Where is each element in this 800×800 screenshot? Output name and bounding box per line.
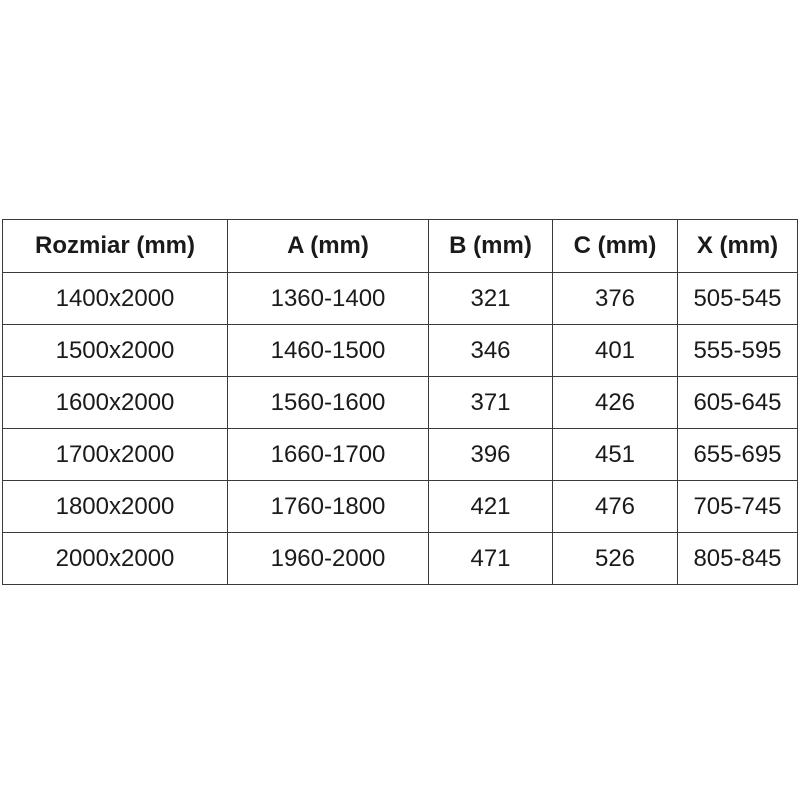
table-header: Rozmiar (mm) A (mm) B (mm) C (mm) X (mm) (2, 219, 798, 273)
table-cell: 605-645 (677, 376, 798, 429)
table-cell: 401 (552, 324, 678, 377)
table-cell: 1500x2000 (2, 324, 228, 377)
table-cell: 555-595 (677, 324, 798, 377)
table-cell: 471 (428, 532, 553, 585)
dimension-table-container: Rozmiar (mm) A (mm) B (mm) C (mm) X (mm) 140… (2, 219, 798, 585)
table-cell: 1700x2000 (2, 428, 228, 481)
table-cell: 1560-1600 (227, 376, 429, 429)
table-cell: 1660-1700 (227, 428, 429, 481)
table-cell: 526 (552, 532, 678, 585)
table-cell: 371 (428, 376, 553, 429)
header-row: Rozmiar (mm) A (mm) B (mm) C (mm) X (mm) (2, 219, 798, 273)
table-cell: 476 (552, 480, 678, 533)
table-row: 1500x2000 1460-1500 346 401 555-595 (2, 324, 798, 377)
table-row: 1700x2000 1660-1700 396 451 655-695 (2, 428, 798, 481)
table-row: 1400x2000 1360-1400 321 376 505-545 (2, 272, 798, 325)
table-body: 1400x2000 1360-1400 321 376 505-545 1500x2000… (2, 272, 798, 585)
table-cell: 2000x2000 (2, 532, 228, 585)
table-cell: 321 (428, 272, 553, 325)
table-row: 1600x2000 1560-1600 371 426 605-645 (2, 376, 798, 429)
table-cell: 421 (428, 480, 553, 533)
column-header: B (mm) (428, 219, 553, 273)
table-cell: 1360-1400 (227, 272, 429, 325)
table-cell: 426 (552, 376, 678, 429)
table-cell: 505-545 (677, 272, 798, 325)
table-cell: 1760-1800 (227, 480, 429, 533)
dimension-table: Rozmiar (mm) A (mm) B (mm) C (mm) X (mm) 140… (2, 219, 798, 585)
table-cell: 705-745 (677, 480, 798, 533)
table-row: 2000x2000 1960-2000 471 526 805-845 (2, 532, 798, 585)
table-cell: 396 (428, 428, 553, 481)
column-header: C (mm) (552, 219, 678, 273)
table-cell: 1800x2000 (2, 480, 228, 533)
column-header: A (mm) (227, 219, 429, 273)
table-cell: 451 (552, 428, 678, 481)
table-row: 1800x2000 1760-1800 421 476 705-745 (2, 480, 798, 533)
table-cell: 805-845 (677, 532, 798, 585)
table-cell: 1400x2000 (2, 272, 228, 325)
table-cell: 376 (552, 272, 678, 325)
table-cell: 1600x2000 (2, 376, 228, 429)
table-cell: 655-695 (677, 428, 798, 481)
table-cell: 346 (428, 324, 553, 377)
column-header: X (mm) (677, 219, 798, 273)
table-cell: 1960-2000 (227, 532, 429, 585)
column-header: Rozmiar (mm) (2, 219, 228, 273)
table-cell: 1460-1500 (227, 324, 429, 377)
